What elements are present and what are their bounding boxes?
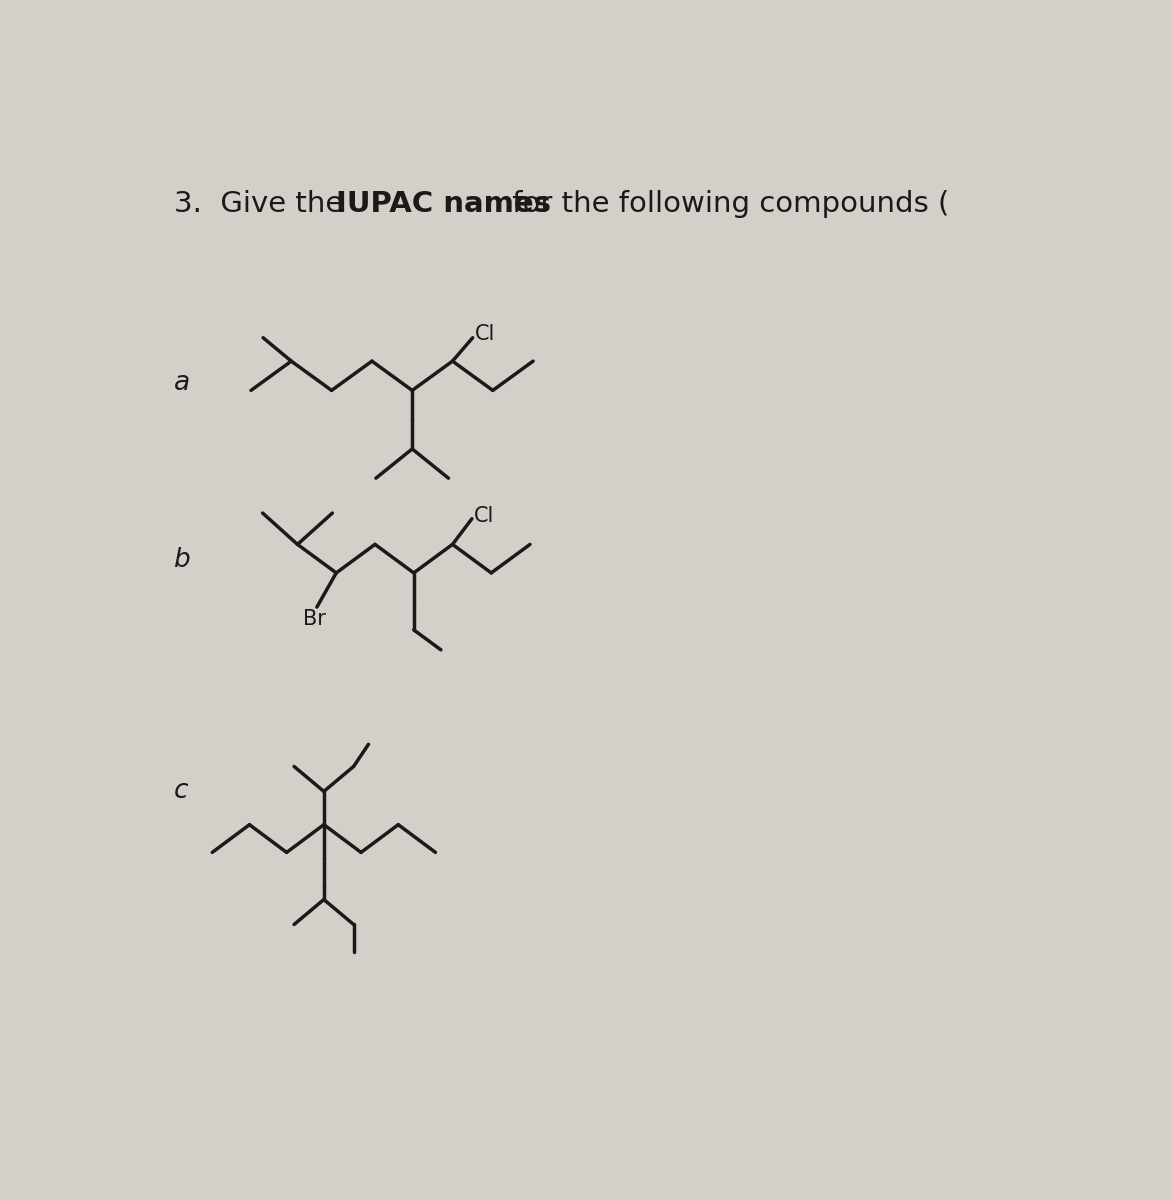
Text: b: b: [173, 547, 190, 572]
Text: a: a: [173, 370, 190, 396]
Text: Cl: Cl: [475, 324, 495, 344]
Text: Cl: Cl: [474, 506, 494, 527]
Text: 3.  Give the: 3. Give the: [173, 190, 352, 218]
Text: Br: Br: [303, 608, 326, 629]
Text: for the following compounds (: for the following compounds (: [502, 190, 950, 218]
Text: IUPAC names: IUPAC names: [336, 190, 552, 218]
Text: c: c: [173, 778, 189, 804]
